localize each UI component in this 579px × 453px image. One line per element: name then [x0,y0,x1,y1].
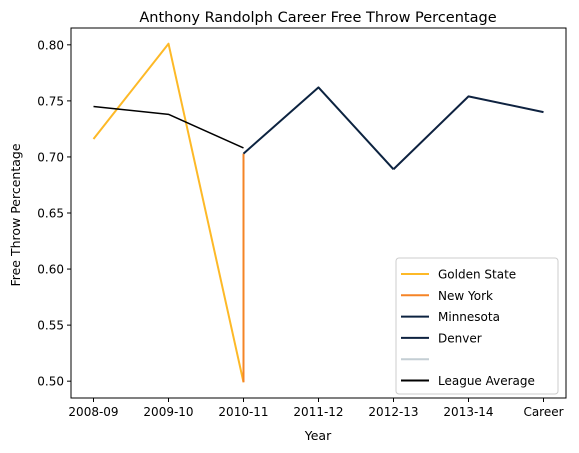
x-tick-label: 2011-12 [293,405,343,419]
x-axis-label: Year [304,428,332,443]
y-axis-label: Free Throw Percentage [8,143,23,286]
series-line-5 [93,105,244,149]
x-tick-label: Career [523,405,563,419]
series-line-3 [392,95,544,170]
y-tick-label: 0.55 [37,319,64,333]
y-tick-label: 0.75 [37,94,64,108]
y-axis-ticks: 0.50 0.55 0.60 0.65 0.70 0.75 0.80 [37,38,71,389]
y-tick-label: 0.60 [37,263,64,277]
y-tick-label: 0.80 [37,38,64,52]
legend-label: Denver [438,331,482,345]
chart-title: Anthony Randolph Career Free Throw Perce… [139,10,496,26]
x-tick-label: 2013-14 [443,405,493,419]
y-tick-label: 0.50 [37,375,64,389]
series-line-2 [242,86,395,170]
legend-label: Golden State [438,268,516,282]
x-tick-label: 2010-11 [218,405,268,419]
legend-label: New York [438,289,493,303]
x-tick-label: 2009-10 [143,405,193,419]
x-tick-label: 2012-13 [368,405,418,419]
y-tick-label: 0.65 [37,207,64,221]
x-tick-label: 2008-09 [68,405,118,419]
legend: Golden State New York Minnesota Denver Leagu… [395,257,559,395]
series-line-0 [92,42,245,383]
x-axis-ticks: 2008-09 2009-10 2010-11 2011-12 2012-13 2013-… [68,398,564,419]
legend-label: League Average [438,374,535,388]
y-tick-label: 0.70 [37,150,64,164]
legend-label: Minnesota [438,310,500,324]
legend-box [395,257,559,395]
